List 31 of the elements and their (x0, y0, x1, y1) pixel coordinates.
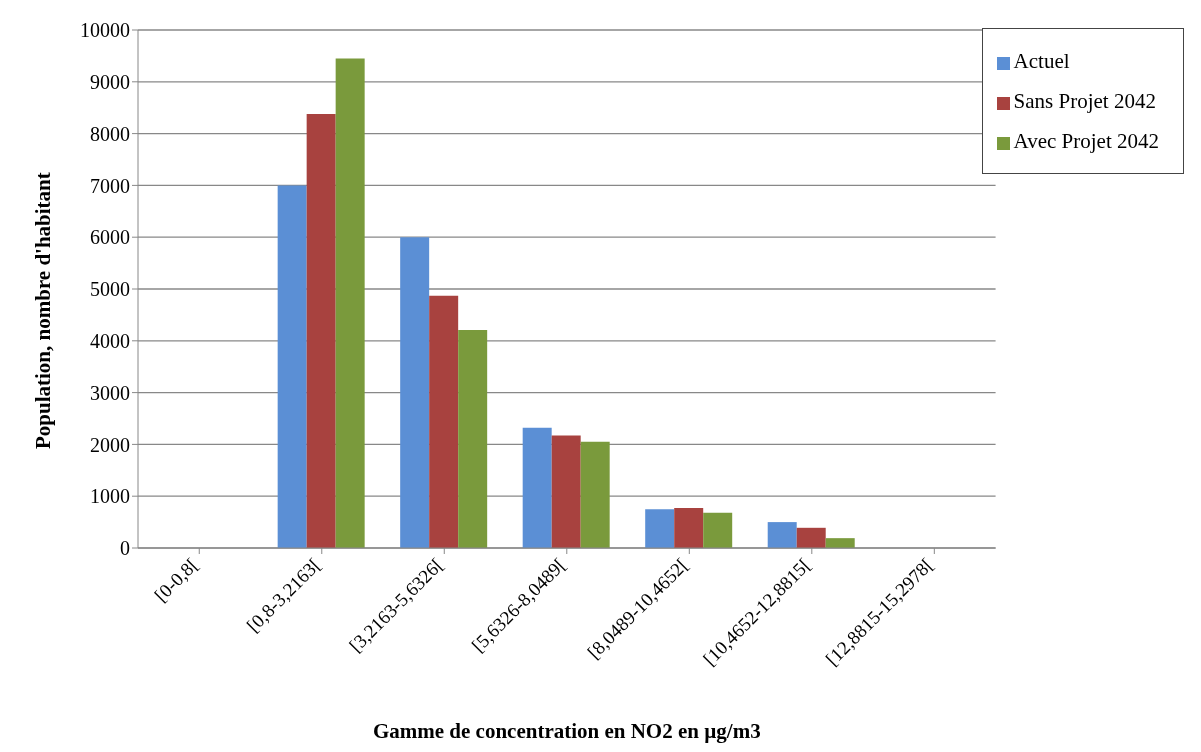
bar (335, 58, 365, 548)
y-tick-label: 1000 (90, 485, 130, 508)
bar (458, 329, 488, 548)
bar (703, 512, 733, 548)
legend-label: Avec Projet 2042 (1013, 129, 1159, 153)
y-axis-title: Population, nombre d'habitant (31, 172, 56, 449)
bar (522, 427, 552, 548)
y-tick-label: 2000 (90, 433, 130, 456)
bar (825, 538, 855, 548)
bar (277, 185, 307, 548)
bar (429, 295, 459, 548)
bar (306, 113, 336, 548)
legend-label: Actuel (1013, 49, 1070, 73)
bar (767, 522, 797, 548)
y-tick-label: 8000 (90, 122, 130, 145)
x-axis-title: Gamme de concentration en NO2 en µg/m3 (372, 719, 761, 743)
bar (551, 435, 581, 548)
y-tick-label: 4000 (90, 329, 130, 352)
y-tick-label: 6000 (90, 226, 130, 249)
y-tick-label: 3000 (90, 381, 130, 404)
legend-label: Sans Projet 2042 (1013, 89, 1156, 113)
y-tick-label: 7000 (90, 174, 130, 197)
bar (400, 237, 430, 548)
y-tick-label: 10000 (80, 19, 130, 42)
bar (645, 509, 675, 548)
bar (674, 508, 704, 548)
y-tick-label: 9000 (90, 70, 130, 93)
bar (796, 527, 826, 548)
y-tick-label: 0 (120, 537, 130, 560)
y-tick-label: 5000 (90, 278, 130, 301)
bar (580, 441, 610, 548)
